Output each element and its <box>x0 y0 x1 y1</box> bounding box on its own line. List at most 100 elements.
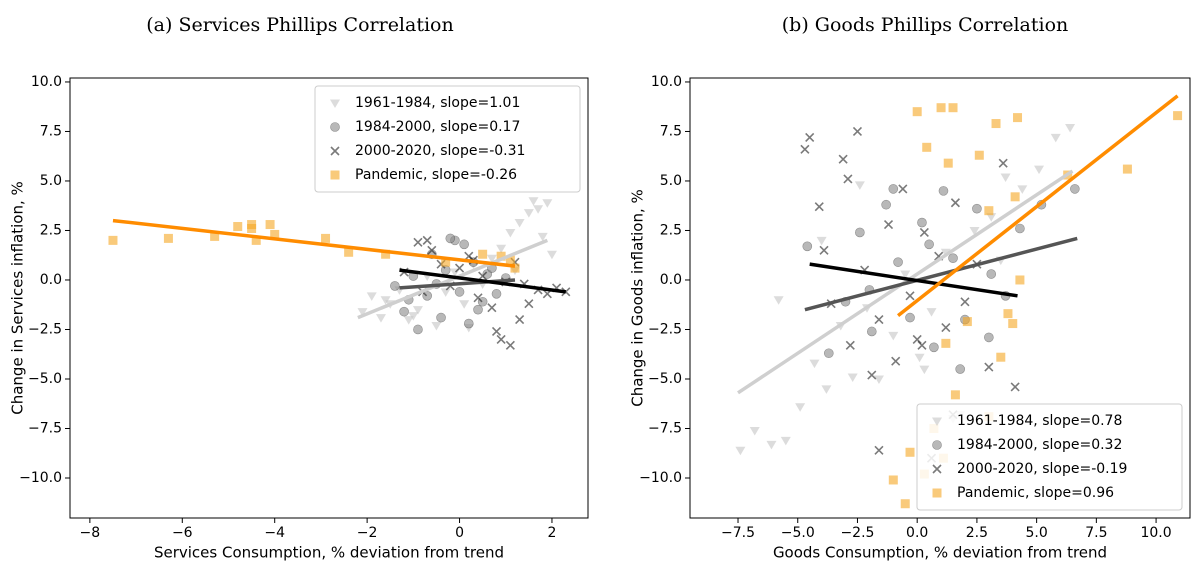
point <box>843 174 853 184</box>
fit-line <box>804 236 1078 312</box>
point <box>381 249 391 259</box>
point <box>948 253 958 263</box>
point <box>900 499 910 509</box>
legend-label: 2000-2020, slope=-0.31 <box>355 143 525 159</box>
point <box>427 245 437 255</box>
point <box>941 322 951 333</box>
point <box>459 300 470 309</box>
point <box>898 184 908 194</box>
point <box>823 348 834 359</box>
point <box>375 314 386 323</box>
point <box>883 219 894 230</box>
point <box>537 232 548 242</box>
legend-label: 2000-2020, slope=-0.19 <box>957 461 1127 477</box>
point <box>991 119 1001 129</box>
y-tick-label: 2.5 <box>660 222 682 238</box>
point <box>874 445 884 455</box>
point <box>436 312 446 323</box>
point <box>546 250 557 260</box>
fit-line <box>896 94 1179 317</box>
point <box>486 254 497 264</box>
point <box>845 340 855 350</box>
y-tick-label: −2.5 <box>28 321 62 337</box>
point <box>441 257 451 267</box>
y-tick-label: −2.5 <box>648 321 682 337</box>
point <box>247 223 257 233</box>
y-tick-label: −7.5 <box>648 420 682 436</box>
legend-marker <box>932 464 942 474</box>
x-tick-label: −6 <box>172 525 193 541</box>
point <box>366 292 377 301</box>
point <box>919 365 930 375</box>
x-tick-label: 10.0 <box>1140 525 1171 541</box>
x-tick-label: 7.5 <box>1085 525 1107 541</box>
point <box>163 233 173 243</box>
point <box>943 158 953 168</box>
point <box>922 142 932 152</box>
point <box>900 270 911 280</box>
legend-marker <box>932 488 942 498</box>
legend-label: 1961-1984, slope=1.01 <box>355 95 520 111</box>
y-tick-label: 7.5 <box>660 123 682 139</box>
point <box>888 184 899 194</box>
point <box>838 154 848 164</box>
point <box>996 352 1006 362</box>
x-tick-label: 2 <box>547 525 556 541</box>
point <box>1013 113 1023 123</box>
point <box>805 132 815 142</box>
point <box>265 220 275 230</box>
x-tick-label: −4 <box>264 525 285 541</box>
point <box>874 315 884 325</box>
point <box>960 297 970 307</box>
point <box>390 281 400 291</box>
legend-marker <box>330 122 340 132</box>
point <box>454 287 465 297</box>
y-tick-label: 7.5 <box>40 123 62 139</box>
point <box>852 126 863 137</box>
point <box>948 103 958 113</box>
fit-line <box>399 268 567 294</box>
point <box>974 150 984 160</box>
fit-line <box>809 262 1018 298</box>
point <box>321 233 331 243</box>
point <box>972 203 982 214</box>
chart-title: (b) Goods Phillips Correlation <box>782 14 1069 36</box>
y-tick-label: 10.0 <box>31 74 62 90</box>
point <box>533 205 544 214</box>
point <box>496 244 507 254</box>
point <box>1008 319 1018 329</box>
point <box>773 296 784 305</box>
point <box>445 233 456 244</box>
point <box>1122 164 1132 174</box>
point <box>867 370 877 380</box>
point <box>1000 173 1011 183</box>
point <box>847 373 858 383</box>
y-tick-label: 0.0 <box>40 272 62 288</box>
point <box>780 436 791 446</box>
y-tick-label: −10.0 <box>19 470 62 486</box>
point <box>905 291 915 301</box>
legend-label: Pandemic, slope=0.96 <box>957 485 1114 501</box>
y-tick-label: 5.0 <box>40 173 62 189</box>
point <box>929 342 939 353</box>
y-tick-label: −10.0 <box>639 470 682 486</box>
point <box>473 293 483 303</box>
point <box>749 426 760 436</box>
point <box>969 226 980 236</box>
point <box>270 229 280 239</box>
y-tick-label: 0.0 <box>660 272 682 288</box>
legend-label: Pandemic, slope=-0.26 <box>355 167 517 183</box>
point <box>1010 192 1020 202</box>
point <box>1070 184 1080 194</box>
point <box>542 199 553 208</box>
x-tick-label: 0.0 <box>906 525 928 541</box>
point <box>524 299 534 309</box>
point <box>491 326 502 337</box>
point <box>814 202 824 212</box>
point <box>1065 124 1076 133</box>
point <box>986 213 997 222</box>
point <box>459 239 469 250</box>
point <box>905 447 915 457</box>
point <box>816 236 827 246</box>
